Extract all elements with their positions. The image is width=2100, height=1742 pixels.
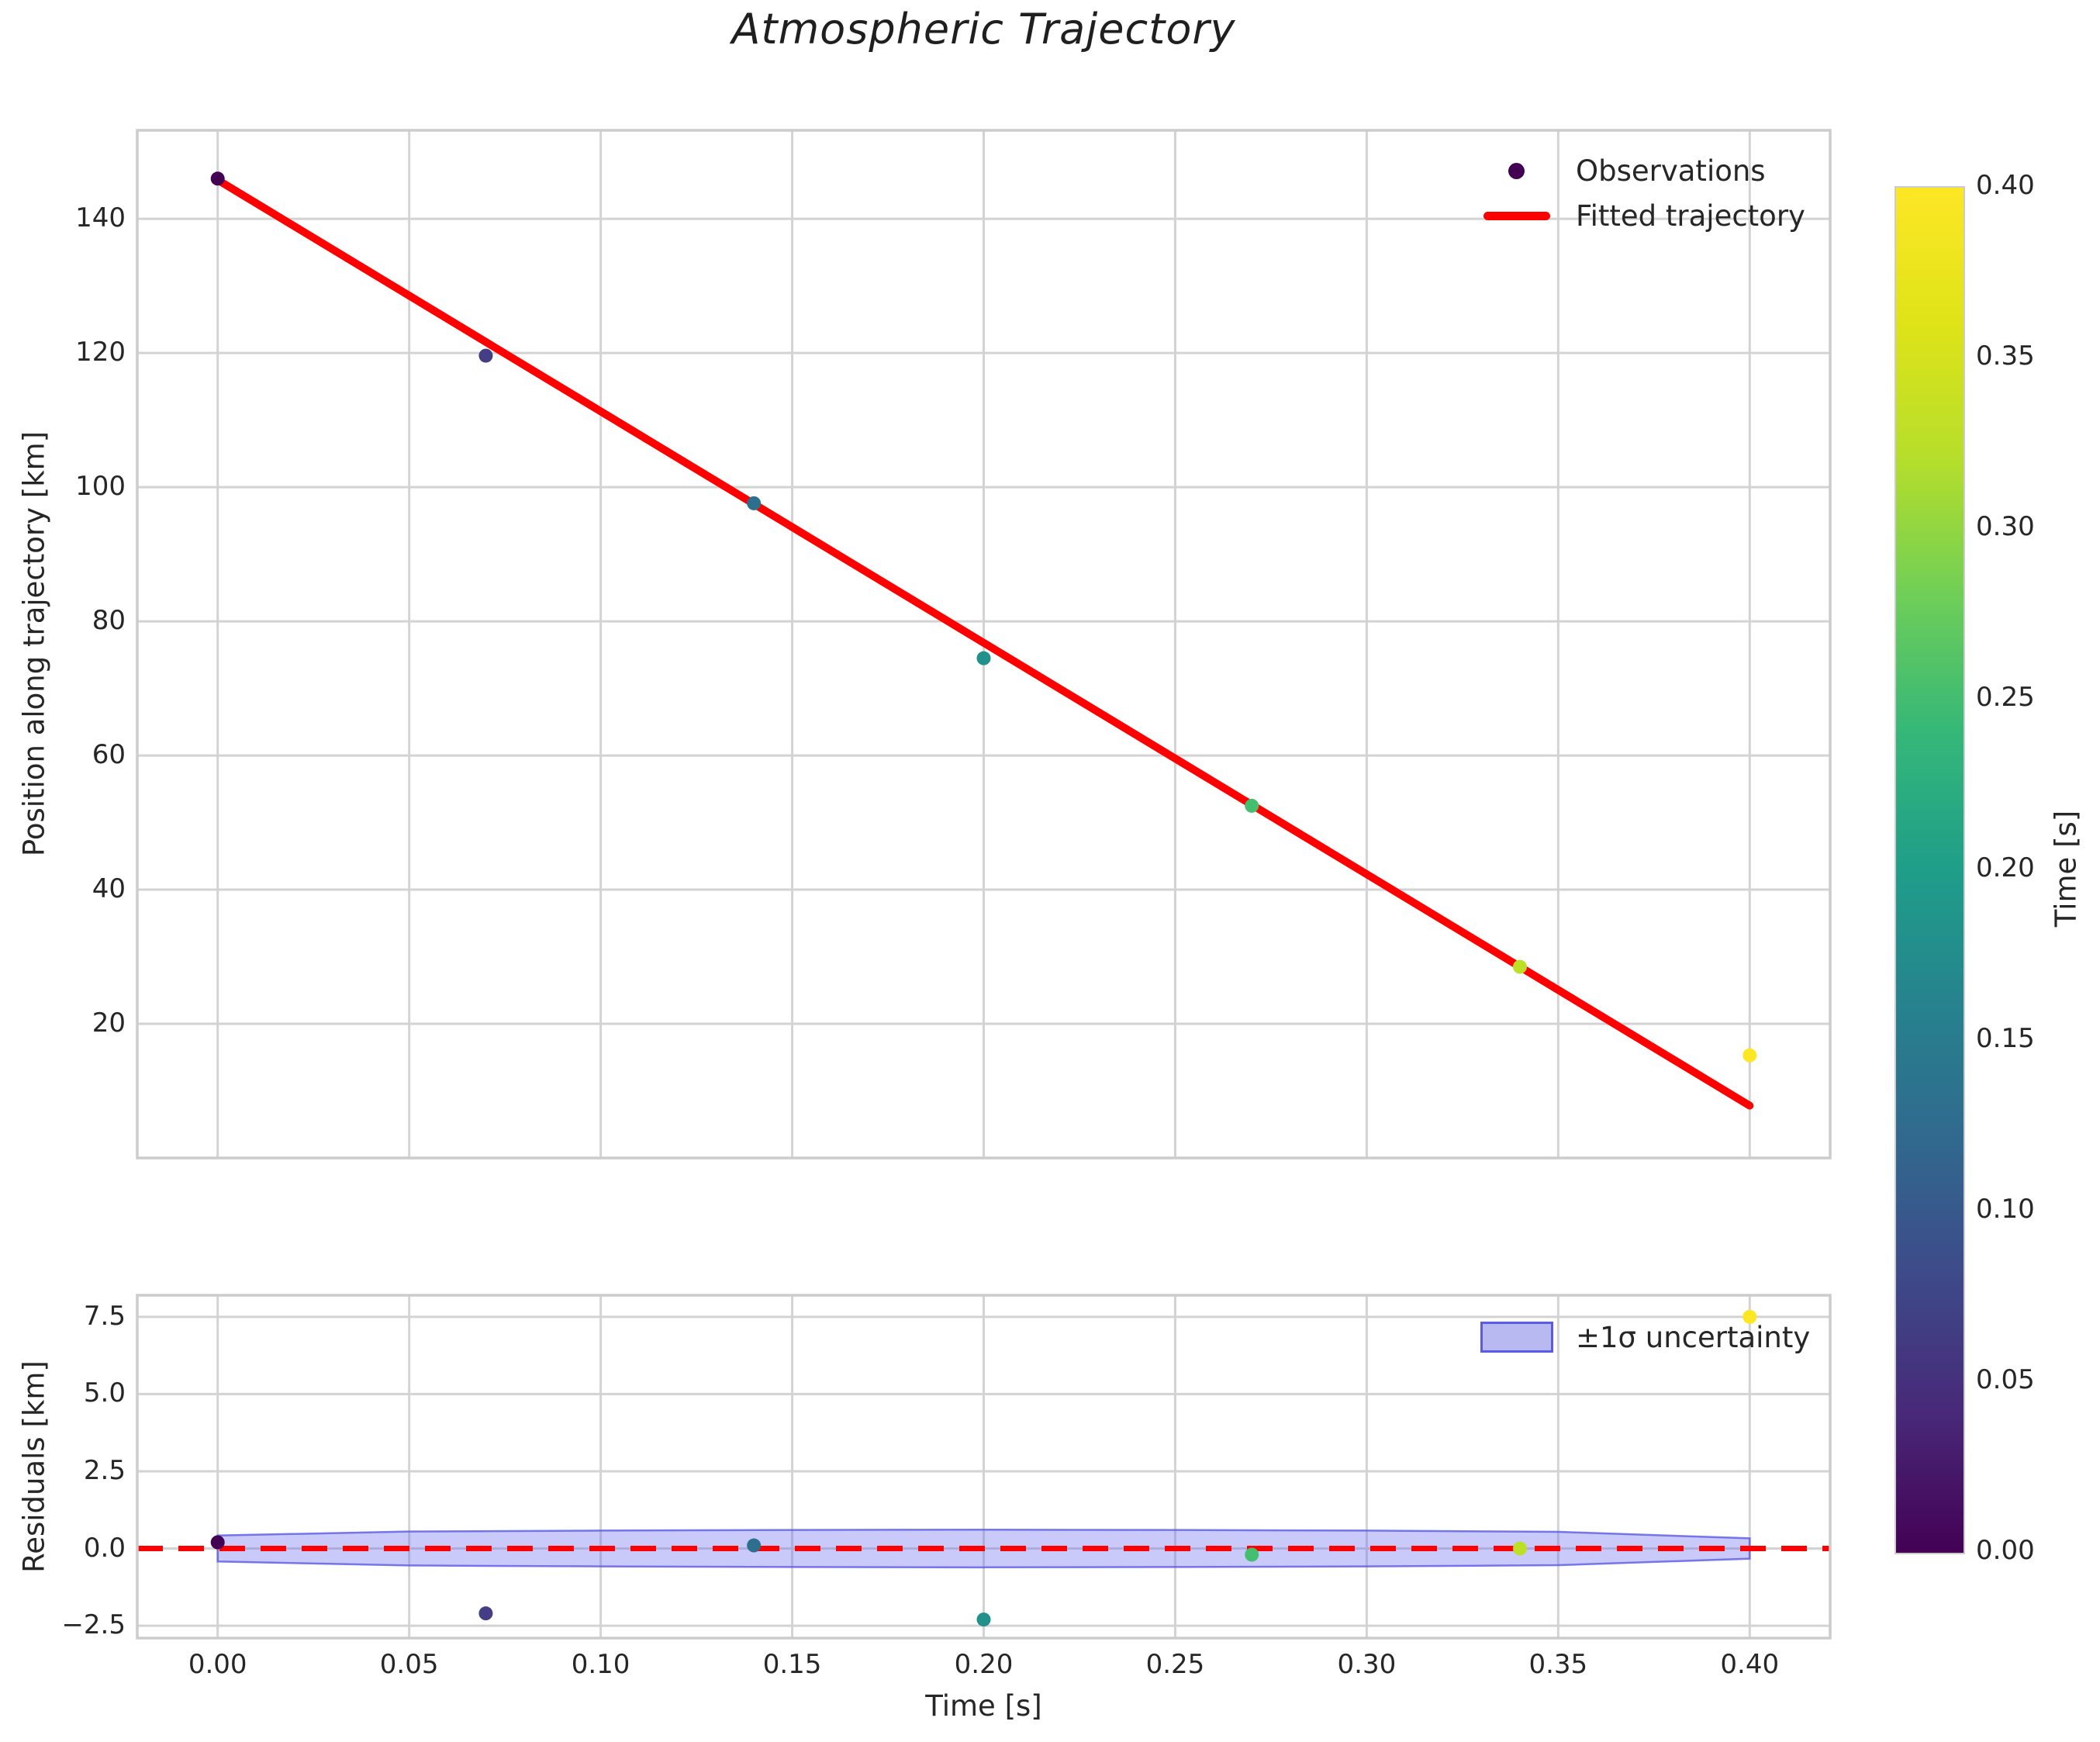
bottom-legend: ±1σ uncertainty (1468, 1320, 1810, 1354)
x-tick-label: 0.10 (571, 1649, 630, 1680)
top-y-tick-label: 60 (92, 739, 126, 771)
bottom-y-tick-label: 5.0 (83, 1377, 126, 1409)
residual-point (1512, 1541, 1527, 1556)
observation-point (747, 496, 762, 510)
x-tick-label: 0.40 (1720, 1649, 1780, 1680)
residual-point (976, 1612, 991, 1627)
observations-marker-icon (1468, 162, 1565, 179)
observation-point (1245, 798, 1259, 813)
colorbar-tick-label: 0.25 (1976, 682, 2035, 713)
colorbar (1894, 186, 1965, 1554)
colorbar-tick-label: 0.05 (1976, 1364, 2035, 1395)
bottom-y-tick-label: 2.5 (83, 1454, 126, 1486)
x-tick-label: 0.00 (188, 1649, 247, 1680)
red-line-icon (1483, 211, 1550, 220)
x-tick-label: 0.20 (954, 1649, 1014, 1680)
top-y-tick-label: 80 (92, 605, 126, 637)
colorbar-tick-label: 0.35 (1976, 340, 2035, 372)
residual-point (210, 1535, 225, 1550)
top-y-tick-label: 100 (75, 471, 126, 503)
legend-row-observations: Observations (1468, 154, 1805, 188)
legend-row-uncertainty: ±1σ uncertainty (1468, 1320, 1810, 1354)
axes-spine (136, 129, 1832, 1160)
bottom-y-tick-label: 0.0 (83, 1532, 126, 1564)
top-y-tick-label: 120 (75, 337, 126, 368)
residual-point (1743, 1309, 1757, 1324)
x-tick-label: 0.35 (1528, 1649, 1588, 1680)
legend-label-uncertainty: ±1σ uncertainty (1576, 1320, 1811, 1354)
residual-point (1245, 1547, 1259, 1562)
colorbar-tick-label: 0.10 (1976, 1194, 2035, 1225)
legend-row-fitted: Fitted trajectory (1468, 199, 1805, 233)
top-legend: Observations Fitted trajectory (1468, 154, 1805, 233)
colorbar-tick-label: 0.20 (1976, 852, 2035, 883)
observation-point (210, 171, 225, 186)
legend-label-observations: Observations (1576, 154, 1766, 188)
colorbar-axis-label: Time [s] (2049, 810, 2083, 928)
colorbar-tick-label: 0.15 (1976, 1023, 2035, 1054)
top-y-tick-label: 20 (92, 1008, 126, 1039)
figure-title: Atmospheric Trajectory (731, 5, 1236, 54)
axes-spine (136, 1294, 1832, 1640)
bottom-y-tick-label: 7.5 (83, 1300, 126, 1332)
observation-point (1512, 959, 1527, 974)
colorbar-tick-label: 0.40 (1976, 170, 2035, 201)
bottom-y-tick-label: −2.5 (61, 1609, 126, 1641)
observation-point (976, 651, 991, 665)
x-tick-label: 0.25 (1145, 1649, 1205, 1680)
residual-point (747, 1538, 762, 1553)
fitted-trajectory-line (213, 176, 1754, 1110)
fitted-line-icon (1468, 211, 1565, 220)
observation-point (478, 348, 493, 363)
top-y-tick-label: 40 (92, 873, 126, 905)
band-swatch-icon (1480, 1322, 1553, 1353)
observation-point (1743, 1048, 1757, 1063)
x-tick-label: 0.05 (379, 1649, 439, 1680)
x-tick-label: 0.15 (762, 1649, 822, 1680)
legend-label-fitted: Fitted trajectory (1576, 199, 1805, 233)
residual-point (478, 1606, 493, 1621)
colorbar-tick-label: 0.00 (1976, 1535, 2035, 1566)
x-tick-label: 0.30 (1337, 1649, 1397, 1680)
x-axis-label: Time [s] (925, 1689, 1042, 1723)
uncertainty-band-icon (1468, 1322, 1565, 1353)
scatter-dot-icon (1508, 162, 1525, 179)
top-y-tick-label: 140 (75, 202, 126, 234)
colorbar-tick-label: 0.30 (1976, 511, 2035, 542)
